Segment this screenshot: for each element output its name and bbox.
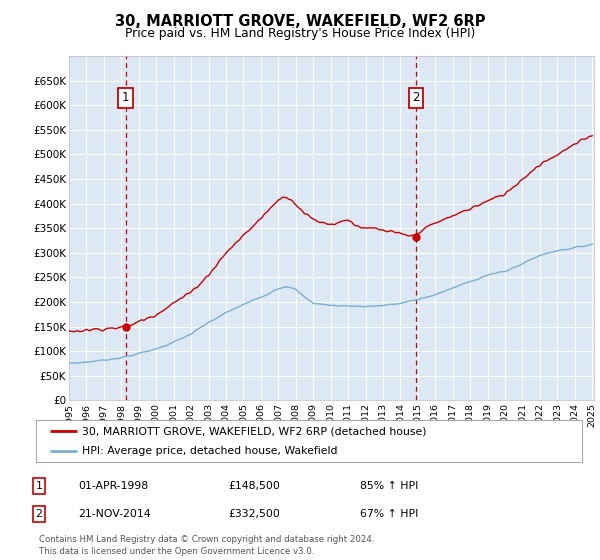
- Text: 30, MARRIOTT GROVE, WAKEFIELD, WF2 6RP (detached house): 30, MARRIOTT GROVE, WAKEFIELD, WF2 6RP (…: [82, 426, 427, 436]
- Text: Price paid vs. HM Land Registry's House Price Index (HPI): Price paid vs. HM Land Registry's House …: [125, 27, 475, 40]
- Text: £332,500: £332,500: [228, 509, 280, 519]
- Text: 2: 2: [35, 509, 43, 519]
- Text: 30, MARRIOTT GROVE, WAKEFIELD, WF2 6RP: 30, MARRIOTT GROVE, WAKEFIELD, WF2 6RP: [115, 14, 485, 29]
- Text: 2: 2: [412, 91, 420, 104]
- Text: 85% ↑ HPI: 85% ↑ HPI: [360, 481, 418, 491]
- Text: HPI: Average price, detached house, Wakefield: HPI: Average price, detached house, Wake…: [82, 446, 338, 456]
- Text: 1: 1: [35, 481, 43, 491]
- Text: 1: 1: [122, 91, 130, 104]
- Text: £148,500: £148,500: [228, 481, 280, 491]
- Text: 21-NOV-2014: 21-NOV-2014: [78, 509, 151, 519]
- Text: 67% ↑ HPI: 67% ↑ HPI: [360, 509, 418, 519]
- Text: 01-APR-1998: 01-APR-1998: [78, 481, 148, 491]
- Text: Contains HM Land Registry data © Crown copyright and database right 2024.
This d: Contains HM Land Registry data © Crown c…: [39, 535, 374, 556]
